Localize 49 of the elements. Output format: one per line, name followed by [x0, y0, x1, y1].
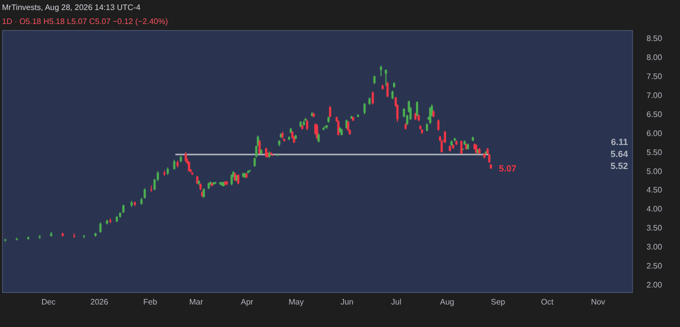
y-tick-label: 2.50 [646, 262, 663, 271]
annotation: 5.07 [498, 164, 516, 174]
candlestick [153, 178, 156, 191]
x-tick-label: May [288, 298, 304, 306]
candlestick [99, 222, 102, 234]
chart-title: MrTinvests, Aug 28, 2026 14:13 UTC-4 [2, 3, 141, 12]
x-tick-label: Apr [240, 298, 254, 306]
candlestick [386, 82, 389, 98]
y-tick-label: 6.50 [646, 110, 663, 119]
candlestick [460, 140, 462, 156]
candlestick [184, 151, 187, 163]
candlestick [230, 174, 233, 186]
y-tick-label: 7.50 [646, 72, 663, 81]
x-tick-label: Mar [189, 298, 204, 306]
y-tick-label: 8.50 [646, 34, 663, 43]
x-tick-label: Jun [340, 298, 354, 306]
y-tick-label: 5.50 [646, 148, 663, 157]
chart-subtitle: 1D · O5.18 H5.18 L5.07 C5.07 −0.12 (−2.40%) [2, 17, 168, 26]
x-tick-label: 2026 [90, 298, 109, 306]
x-tick-label: Nov [590, 298, 606, 306]
y-tick-label: 7.00 [646, 90, 663, 100]
candlestick [254, 157, 256, 168]
y-tick-label: 5.00 [646, 166, 663, 176]
x-tick-label: Sep [490, 298, 506, 306]
candlestick [416, 100, 418, 117]
annotation: 6.11 [610, 137, 628, 147]
y-tick-label: 6.00 [646, 128, 663, 138]
y-tick-label: 3.00 [646, 242, 663, 252]
x-tick-label: Aug [440, 298, 454, 306]
candlestick [437, 119, 440, 132]
y-tick-label: 8.00 [646, 52, 663, 62]
candlestick [363, 102, 366, 115]
candlestick [372, 91, 374, 105]
candlestick [329, 105, 332, 118]
candlestick [173, 159, 176, 170]
y-tick-label: 2.00 [646, 280, 663, 290]
candlestick [488, 153, 490, 164]
candlestick [144, 188, 146, 200]
y-tick-label: 4.50 [646, 186, 663, 195]
x-tick-label: Oct [540, 298, 554, 306]
y-tick-label: 4.00 [646, 204, 663, 214]
y-tick-label: 3.50 [646, 224, 663, 233]
x-tick-label: Feb [143, 298, 158, 306]
annotation: 5.52 [610, 161, 628, 171]
x-tick-label: Dec [41, 298, 56, 306]
candlestick [306, 119, 308, 131]
x-tick-label: Jul [391, 298, 402, 306]
candlestick [347, 120, 350, 132]
annotation: 5.64 [610, 149, 628, 159]
